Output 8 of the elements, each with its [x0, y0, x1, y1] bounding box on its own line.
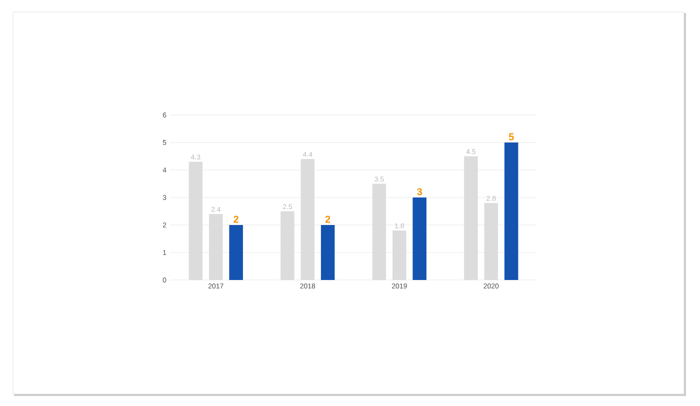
- bar: [229, 224, 243, 280]
- bar: [504, 142, 518, 280]
- data-label: 2: [325, 216, 330, 223]
- bar: [412, 197, 426, 280]
- data-label: 2: [234, 216, 238, 223]
- bar: [320, 224, 335, 280]
- data-label: 3: [417, 188, 422, 196]
- data-label: 5: [508, 133, 514, 140]
